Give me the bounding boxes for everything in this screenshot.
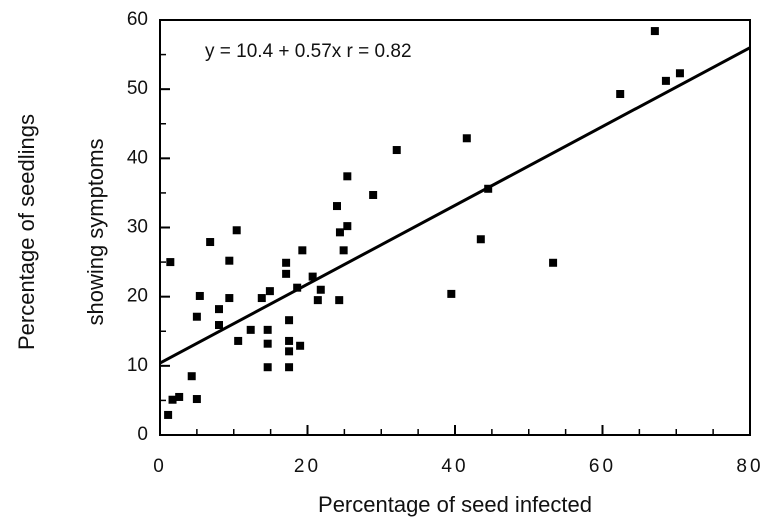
point bbox=[616, 90, 625, 99]
point bbox=[484, 184, 493, 193]
point bbox=[263, 325, 272, 334]
point bbox=[246, 325, 255, 334]
plot-frame bbox=[159, 19, 751, 436]
point bbox=[263, 339, 272, 348]
x-tick-label: 80 bbox=[736, 456, 763, 477]
point bbox=[333, 202, 341, 211]
point bbox=[661, 76, 670, 85]
point bbox=[175, 392, 184, 401]
point bbox=[285, 363, 294, 372]
point bbox=[549, 258, 558, 267]
point bbox=[298, 246, 307, 255]
y-tick-label: 10 bbox=[127, 355, 148, 376]
point bbox=[447, 289, 456, 298]
point bbox=[192, 312, 201, 321]
point bbox=[168, 395, 177, 404]
y-tick-label: 50 bbox=[127, 78, 148, 99]
point bbox=[369, 190, 378, 199]
point bbox=[206, 238, 215, 247]
point bbox=[166, 258, 175, 267]
point bbox=[335, 228, 344, 237]
point bbox=[225, 256, 234, 265]
x-tick-label: 20 bbox=[294, 456, 321, 477]
point bbox=[343, 172, 352, 181]
point bbox=[215, 321, 223, 330]
point bbox=[282, 258, 291, 267]
annotation: y = 10.4 + 0.57x r = 0.82 bbox=[205, 41, 412, 62]
point bbox=[187, 372, 196, 381]
point bbox=[339, 246, 348, 255]
y-tick-label: 40 bbox=[127, 147, 148, 168]
point bbox=[313, 296, 322, 305]
point bbox=[675, 69, 684, 78]
y-tick-label: 0 bbox=[137, 424, 148, 445]
point bbox=[164, 410, 173, 419]
point bbox=[316, 285, 325, 294]
point bbox=[335, 296, 344, 305]
point bbox=[282, 269, 291, 278]
point bbox=[285, 336, 294, 345]
point bbox=[195, 291, 204, 300]
point bbox=[650, 27, 659, 36]
point bbox=[392, 146, 401, 155]
x-tick-label: 0 bbox=[153, 456, 167, 477]
point bbox=[308, 272, 317, 281]
y-axis-label: showing symptoms bbox=[83, 138, 108, 325]
point bbox=[476, 235, 485, 244]
point bbox=[296, 341, 305, 350]
x-tick-label: 40 bbox=[441, 456, 468, 477]
point bbox=[257, 294, 266, 303]
x-axis-label: Percentage of seed infected bbox=[318, 492, 592, 517]
point bbox=[215, 305, 223, 314]
point bbox=[285, 347, 294, 356]
y-tick-label: 20 bbox=[127, 286, 148, 307]
point bbox=[234, 336, 243, 345]
point bbox=[462, 134, 471, 143]
y-tick-label: 30 bbox=[127, 217, 148, 238]
y-tick-label: 60 bbox=[127, 9, 148, 30]
point bbox=[265, 287, 274, 296]
point bbox=[285, 316, 294, 325]
trend-line bbox=[159, 46, 751, 365]
point bbox=[293, 283, 302, 292]
point bbox=[192, 395, 201, 404]
point bbox=[263, 363, 272, 372]
point bbox=[343, 222, 352, 231]
x-tick-label: 60 bbox=[589, 456, 616, 477]
y-axis-label: Percentage of seedlings bbox=[14, 114, 39, 350]
point bbox=[232, 226, 241, 235]
point bbox=[225, 294, 234, 303]
